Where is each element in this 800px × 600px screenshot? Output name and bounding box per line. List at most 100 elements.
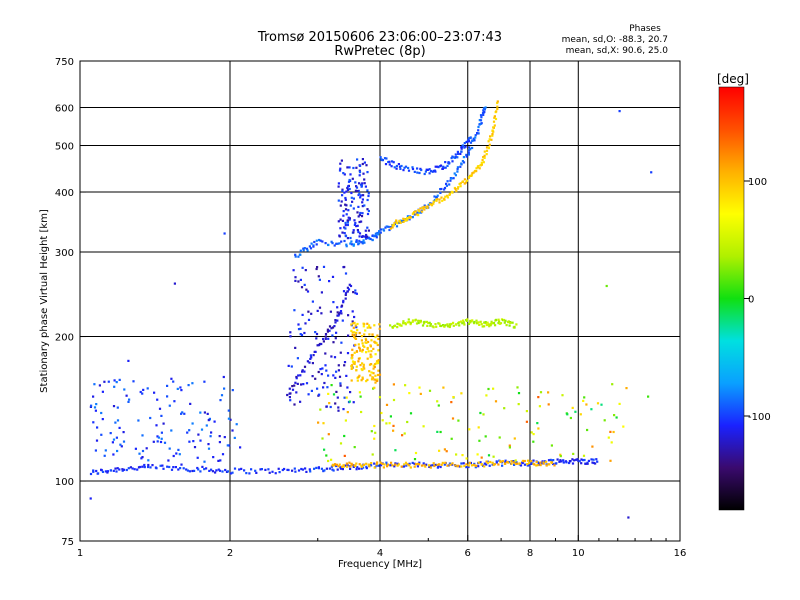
- data-point: [508, 444, 511, 447]
- data-point: [347, 216, 350, 219]
- data-point: [223, 387, 226, 390]
- data-point: [378, 396, 381, 399]
- data-point: [438, 449, 441, 452]
- data-point: [489, 324, 492, 327]
- data-point: [450, 177, 453, 180]
- data-point: [368, 465, 371, 468]
- data-point: [426, 324, 429, 327]
- data-point: [354, 221, 357, 225]
- data-point: [376, 461, 379, 464]
- data-point: [327, 374, 330, 377]
- data-point: [505, 324, 508, 327]
- data-point: [453, 156, 457, 159]
- data-point: [383, 463, 386, 466]
- data-point: [342, 214, 345, 217]
- data-point: [348, 283, 351, 286]
- data-point: [332, 393, 336, 396]
- data-point: [147, 465, 150, 469]
- data-point: [612, 430, 615, 434]
- data-point: [451, 417, 455, 420]
- data-point: [404, 384, 407, 387]
- data-point: [477, 465, 480, 468]
- data-point: [335, 370, 338, 373]
- data-point: [310, 356, 313, 359]
- data-point: [329, 310, 332, 313]
- data-point: [370, 339, 373, 342]
- data-point: [391, 325, 394, 329]
- data-point: [168, 404, 171, 407]
- data-point: [339, 162, 342, 165]
- data-point: [354, 289, 357, 292]
- data-point: [501, 460, 504, 463]
- data-point: [112, 405, 116, 408]
- colorbar-tick-label: 100: [748, 177, 767, 188]
- data-point: [460, 465, 463, 468]
- data-point: [303, 331, 306, 335]
- data-point: [353, 335, 356, 339]
- data-point: [245, 472, 248, 475]
- data-point: [472, 171, 475, 174]
- data-point: [389, 464, 392, 467]
- data-point: [167, 459, 170, 462]
- data-point: [203, 460, 206, 463]
- data-point: [468, 146, 471, 149]
- data-point: [483, 108, 486, 111]
- data-point: [539, 464, 542, 467]
- data-point: [525, 410, 528, 413]
- data-point: [92, 395, 95, 398]
- data-point: [365, 338, 368, 342]
- data-point: [398, 165, 402, 168]
- data-point: [179, 386, 182, 389]
- data-point: [489, 460, 492, 464]
- data-point: [361, 198, 364, 201]
- data-point: [491, 133, 494, 136]
- data-point: [390, 461, 393, 464]
- data-point: [362, 365, 365, 368]
- data-point: [141, 465, 144, 468]
- data-point: [456, 150, 459, 153]
- data-point: [358, 391, 361, 394]
- data-point: [469, 174, 472, 177]
- data-point: [365, 341, 368, 344]
- data-point: [336, 306, 339, 309]
- data-point: [366, 171, 369, 174]
- data-point: [335, 242, 338, 245]
- data-point: [474, 136, 477, 139]
- data-point: [192, 440, 195, 443]
- data-point: [322, 337, 325, 341]
- data-point: [287, 364, 290, 367]
- data-point: [512, 461, 515, 464]
- data-point: [307, 318, 311, 321]
- data-point: [346, 386, 349, 389]
- data-point: [510, 460, 513, 463]
- data-point: [381, 159, 384, 162]
- data-point: [515, 461, 518, 464]
- data-point: [334, 321, 337, 324]
- data-point: [365, 465, 368, 468]
- data-point: [344, 224, 347, 227]
- data-point: [97, 472, 100, 475]
- data-point: [435, 199, 438, 202]
- data-point: [332, 464, 335, 467]
- data-point: [467, 465, 470, 469]
- data-point: [484, 435, 487, 438]
- data-point: [314, 350, 317, 353]
- data-point: [361, 348, 364, 351]
- data-point: [350, 191, 353, 195]
- data-point: [513, 463, 516, 466]
- data-point: [352, 244, 355, 247]
- data-point: [384, 163, 388, 166]
- data-point: [485, 146, 489, 149]
- data-point: [156, 435, 159, 438]
- y-tick-label: 750: [55, 57, 74, 68]
- data-point: [334, 376, 337, 379]
- data-point: [591, 461, 594, 464]
- data-point: [474, 466, 477, 469]
- data-point: [526, 459, 530, 462]
- data-point: [349, 236, 352, 240]
- data-point: [339, 310, 343, 313]
- data-point: [98, 384, 101, 387]
- scatter-points: [89, 100, 653, 519]
- data-point: [436, 198, 439, 201]
- data-point: [469, 148, 472, 151]
